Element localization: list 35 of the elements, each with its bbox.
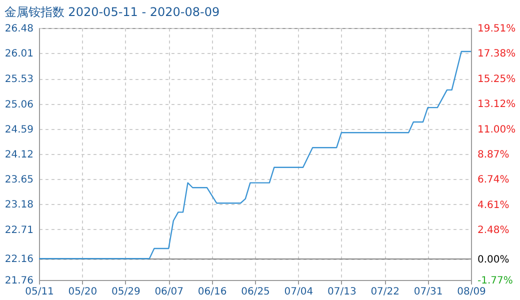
y-tick-label: 25.06 [4,99,34,110]
x-tick-label: 06/07 [154,286,184,298]
y2-tick-label: 13.12% [478,99,516,110]
x-tick-label: 07/04 [284,286,314,298]
y-tick-label: 25.53 [4,74,34,86]
chart-title: 金属铵指数 2020-05-11 - 2020-08-09 [4,5,220,19]
x-tick-label: 08/09 [457,286,486,298]
y-tick-label: 23.18 [4,200,34,211]
y2-tick-label: 11.00% [478,124,516,136]
y2-tick-label: 17.38% [478,48,516,60]
x-tick-label: 07/13 [327,286,356,298]
y-tick-label: 26.48 [4,24,34,34]
x-tick-label: 07/22 [370,286,400,298]
y2-tick-label: 6.74% [478,174,510,186]
line-series [38,50,472,260]
y2-tick-label: 2.48% [478,225,510,236]
x-tick-label: 05/29 [111,286,140,298]
x-tick-label: 06/16 [198,286,227,298]
y-tick-label: 22.16 [4,254,34,266]
y2-tick-label: 19.51% [478,24,516,34]
y-tick-label: 22.71 [4,224,34,236]
y2-tick-label: 0.00% [478,254,510,266]
x-tick-label: 06/25 [241,286,270,298]
y-tick-label: 26.01 [4,48,34,60]
y2-tick-label: 15.25% [478,74,516,85]
y2-tick-label: 4.61% [478,200,510,211]
y2-tick-label: -1.77% [478,276,513,286]
x-tick-label: 07/31 [414,286,443,298]
y2-tick-label: 8.87% [478,150,510,160]
y-tick-label: 23.65 [4,174,34,186]
y-tick-label: 24.12 [4,150,34,160]
x-tick-label: 05/11 [25,286,54,298]
y-tick-label: 21.76 [4,276,34,286]
x-tick-label: 05/20 [68,286,98,298]
y-tick-label: 24.59 [4,124,34,136]
